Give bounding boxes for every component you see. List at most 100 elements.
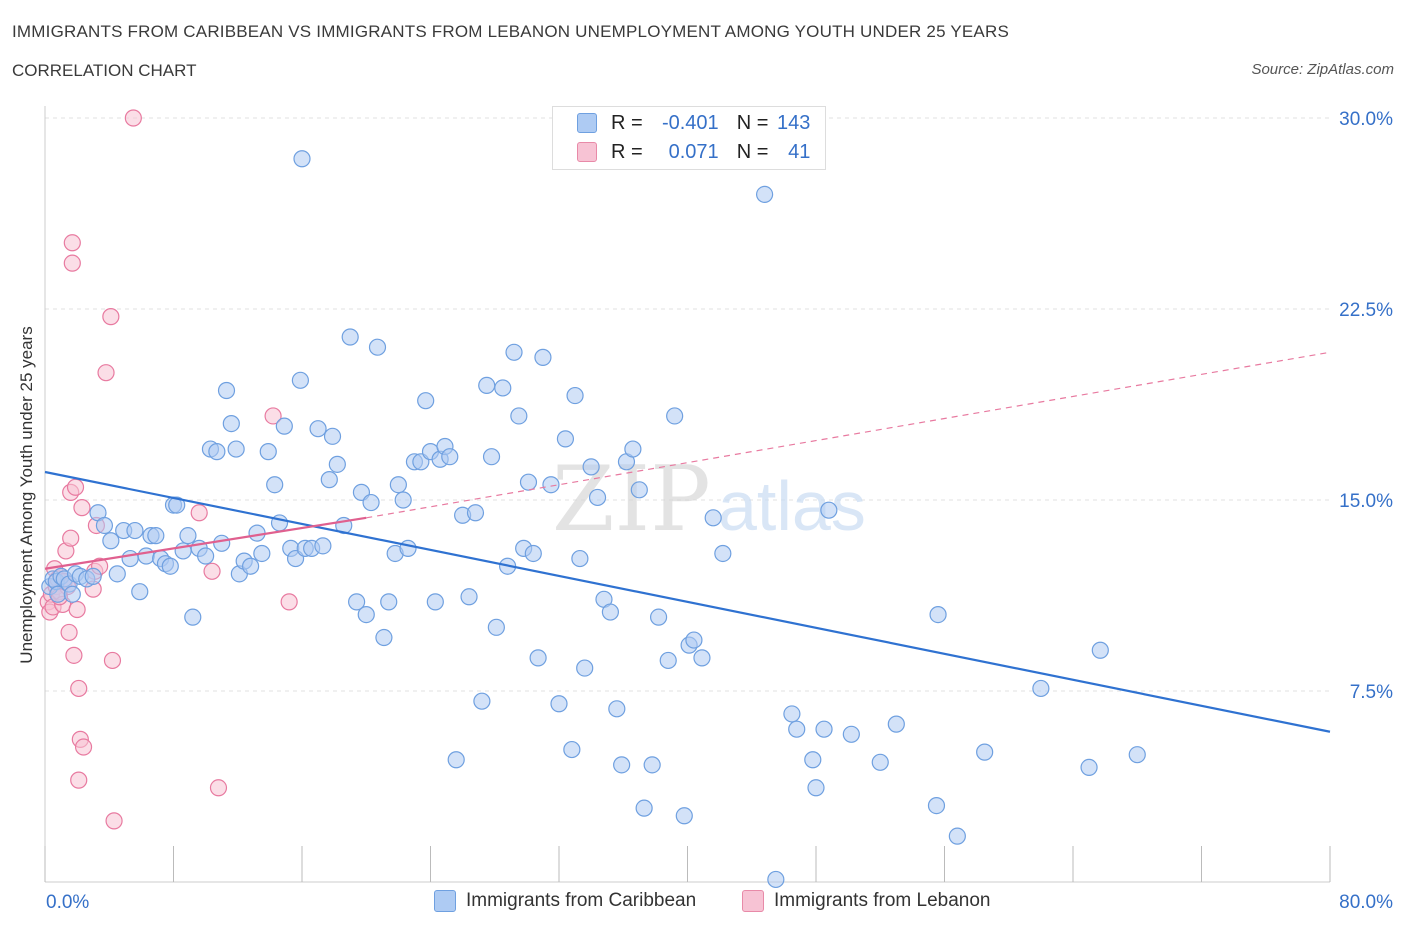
series-lebanon-points (39, 109, 298, 830)
trend-lines (44, 351, 1331, 733)
grid-lines (45, 117, 1330, 692)
caribbean-point (208, 443, 226, 461)
caribbean-point (362, 493, 380, 512)
caribbean-point (643, 756, 661, 774)
caribbean-point (588, 488, 607, 507)
lebanon-point (97, 364, 115, 382)
x-tick-label-max: 80.0% (1339, 892, 1393, 913)
caribbean-point (399, 539, 417, 557)
caribbean-point (275, 417, 293, 435)
bottom-legend-label-caribbean: Immigrants from Caribbean (466, 890, 697, 911)
caribbean-point (213, 534, 231, 552)
caribbean-point (102, 532, 120, 550)
legend-r-label: R = (611, 140, 643, 163)
lebanon-point (62, 529, 80, 547)
caribbean-point (804, 751, 822, 769)
caribbean-point (147, 527, 165, 545)
lebanon-point (73, 499, 91, 517)
y-tick-label: 30.0% (1339, 109, 1393, 130)
caribbean-point (259, 443, 277, 461)
lebanon-point (105, 812, 123, 830)
lebanon-point (103, 651, 122, 670)
lebanon-point (190, 504, 208, 522)
bottom-legend-lebanon: Immigrants from Lebanon (742, 890, 991, 912)
caribbean-point (505, 343, 523, 361)
legend-r-label: R = (611, 111, 643, 134)
caribbean-point (494, 379, 512, 397)
caribbean-point (675, 807, 693, 825)
lebanon-point (63, 254, 81, 272)
caribbean-point (1091, 641, 1109, 659)
caribbean-point (323, 427, 342, 445)
caribbean-point (630, 481, 648, 499)
bottom-legend-label-lebanon: Immigrants from Lebanon (774, 890, 991, 911)
lebanon-point (209, 779, 228, 797)
bottom-legend-swatch-lebanon (742, 890, 764, 912)
caribbean-point (291, 371, 309, 389)
caribbean-point (510, 407, 528, 425)
caribbean-trend-line (44, 470, 1331, 733)
caribbean-point (126, 521, 144, 540)
caribbean-point (649, 608, 668, 626)
caribbean-point (161, 557, 179, 575)
caribbean-point (534, 348, 552, 366)
caribbean-point (820, 501, 838, 519)
legend-n-label: N = (736, 111, 769, 134)
caribbean-point (576, 659, 594, 677)
caribbean-point (84, 567, 102, 586)
lebanon-point (203, 562, 221, 580)
caribbean-point (293, 150, 311, 168)
lebanon-point (280, 593, 298, 611)
lebanon-point (70, 679, 88, 698)
lebanon-point (68, 600, 86, 619)
caribbean-point (168, 496, 186, 514)
caribbean-point (815, 720, 833, 738)
lebanon-point (60, 623, 78, 642)
legend-row-caribbean: R = -0.401 N = 143 (577, 111, 810, 135)
caribbean-point (704, 509, 722, 527)
caribbean-point (368, 338, 387, 356)
source-label: Source: ZipAtlas.com (1251, 61, 1394, 78)
caribbean-point (441, 448, 459, 466)
caribbean-point (608, 700, 626, 718)
caribbean-point (389, 476, 407, 494)
caribbean-point (556, 430, 575, 448)
caribbean-point (137, 547, 155, 565)
legend-n-value: 143 (777, 111, 811, 134)
caribbean-point (542, 476, 560, 494)
caribbean-point (95, 516, 114, 535)
caribbean-point (466, 504, 485, 522)
caribbean-point (242, 557, 260, 575)
caribbean-point (227, 440, 245, 458)
lebanon-point (124, 109, 142, 127)
caribbean-point (566, 386, 584, 405)
caribbean-point (357, 605, 375, 624)
caribbean-point (601, 603, 620, 621)
caribbean-point (248, 524, 266, 542)
caribbean-point (478, 376, 496, 394)
caribbean-point (253, 544, 271, 563)
caribbean-point (482, 448, 501, 466)
caribbean-point (927, 796, 946, 815)
correlation-legend: R = -0.401 N = 143 R = 0.071 N = 41 (552, 106, 826, 170)
y-tick-label: 15.0% (1339, 491, 1393, 512)
caribbean-point (217, 381, 236, 400)
caribbean-point (348, 593, 366, 611)
caribbean-point (375, 628, 393, 647)
caribbean-point (693, 649, 711, 667)
caribbean-point (948, 827, 966, 845)
caribbean-point (571, 549, 589, 568)
caribbean-point (1128, 746, 1146, 764)
chart-title: IMMIGRANTS FROM CARIBBEAN VS IMMIGRANTS … (12, 22, 1009, 41)
caribbean-point (976, 743, 994, 761)
tick-labels: 7.5% 15.0% 22.5% 30.0% 0.0% 80.0% (46, 109, 1393, 913)
caribbean-point (1032, 679, 1050, 698)
caribbean-point (529, 649, 547, 667)
caribbean-point (1080, 758, 1098, 777)
caribbean-point (563, 740, 581, 759)
caribbean-point (783, 705, 801, 723)
caribbean-point (788, 720, 806, 738)
lebanon-trend-extension (366, 351, 1331, 519)
caribbean-point (685, 631, 703, 649)
caribbean-point (63, 585, 81, 603)
